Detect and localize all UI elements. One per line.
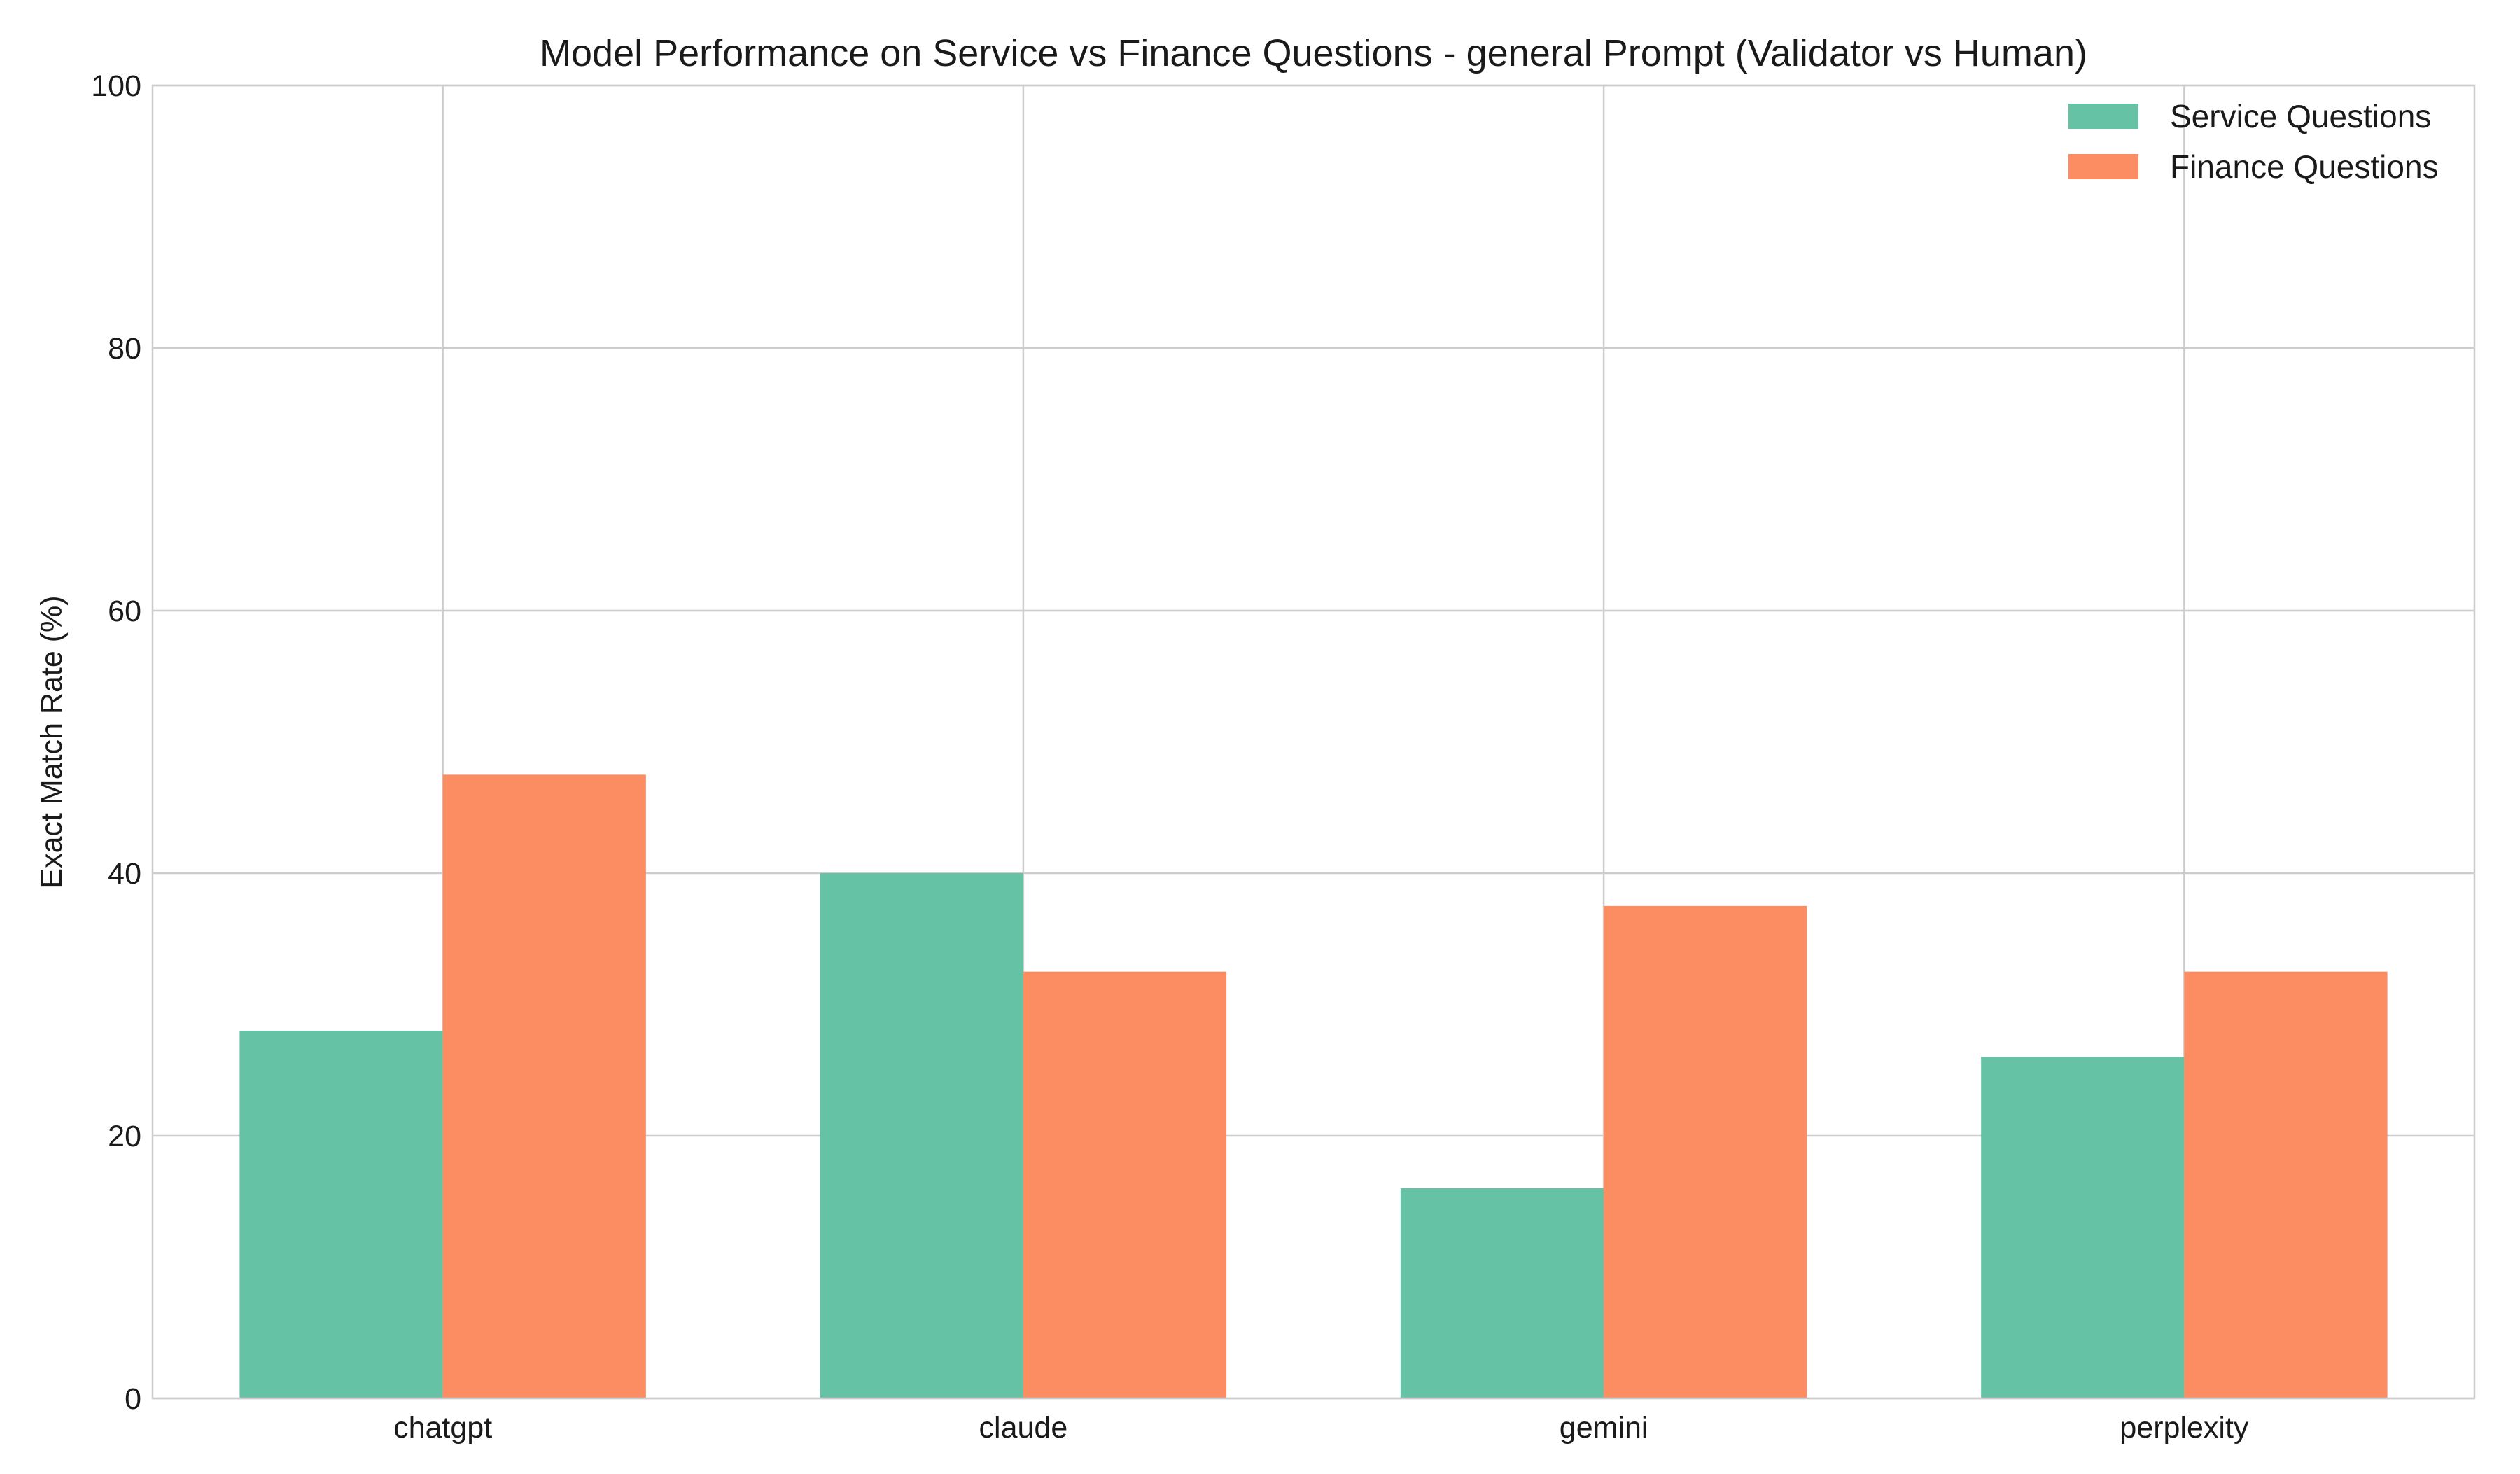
legend-swatch-service [2068,104,2138,129]
x-tick-label-claude: claude [979,1411,1068,1445]
bar-finance-perplexity [2184,971,2388,1398]
y-tick-label: 0 [125,1382,141,1416]
plot-area-frame [151,84,2476,1400]
x-tick-labels: chatgpt claude gemini perplexity [393,1411,2249,1445]
y-tick-label: 20 [108,1120,141,1153]
chart-title: Model Performance on Service vs Finance … [540,32,2087,74]
x-tick-label-chatgpt: chatgpt [393,1411,492,1445]
y-tick-label: 60 [108,595,141,628]
bar-finance-claude [1023,971,1227,1398]
bars [239,774,2388,1398]
y-tick-labels: 0 20 40 60 80 100 [91,69,141,1416]
legend-label-service: Service Questions [2170,98,2431,134]
bar-finance-gemini [1604,905,1807,1398]
bar-service-perplexity [1981,1057,2185,1398]
bar-service-claude [820,873,1023,1398]
y-tick-label: 100 [91,69,141,103]
legend: Service Questions Finance Questions [2068,98,2439,185]
y-tick-label: 80 [108,332,141,366]
legend-label-finance: Finance Questions [2170,148,2439,185]
bar-finance-chatgpt [442,774,646,1398]
y-tick-label: 40 [108,857,141,891]
y-axis-label: Exact Match Rate (%) [35,595,69,888]
legend-swatch-finance [2068,154,2138,179]
bar-service-chatgpt [239,1031,443,1398]
x-tick-label-gemini: gemini [1560,1411,1648,1445]
bar-service-gemini [1400,1188,1604,1398]
x-tick-label-perplexity: perplexity [2120,1411,2249,1445]
